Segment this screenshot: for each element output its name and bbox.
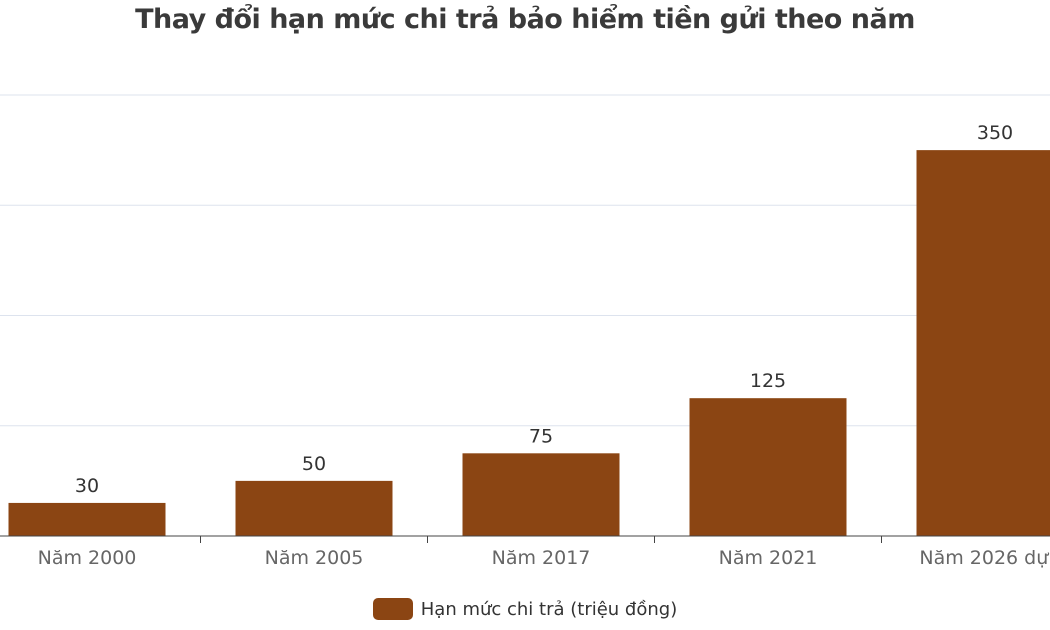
bar <box>8 502 166 536</box>
x-tick-label: Năm 2017 <box>492 547 591 569</box>
bars <box>8 150 1050 536</box>
data-label: 350 <box>977 122 1013 144</box>
bar <box>689 398 847 536</box>
data-label: 75 <box>529 425 553 447</box>
grid-lines <box>0 94 1050 427</box>
bar <box>462 453 620 536</box>
x-axis <box>0 535 1050 543</box>
bar <box>235 480 393 536</box>
chart-title: Thay đổi hạn mức chi trả bảo hiểm tiền g… <box>135 4 915 35</box>
data-label: 125 <box>750 370 786 392</box>
data-label: 30 <box>75 475 99 497</box>
x-tick-label: Năm 2000 <box>38 547 137 569</box>
data-label: 50 <box>302 453 326 475</box>
legend: Hạn mức chi trả (triệu đồng) <box>0 598 1050 620</box>
legend-swatch <box>372 598 413 620</box>
bar <box>916 150 1050 536</box>
x-tick-label: Năm 2005 <box>265 547 364 569</box>
x-tick-label: Năm 2026 dự ki <box>919 547 1050 569</box>
legend-label: Hạn mức chi trả (triệu đồng) <box>420 598 678 620</box>
labels: 30 Năm 2000 50 Năm 2005 75 Năm 2017 125 Năm 202… <box>38 122 1050 569</box>
x-tick-label: Năm 2021 <box>719 547 818 569</box>
